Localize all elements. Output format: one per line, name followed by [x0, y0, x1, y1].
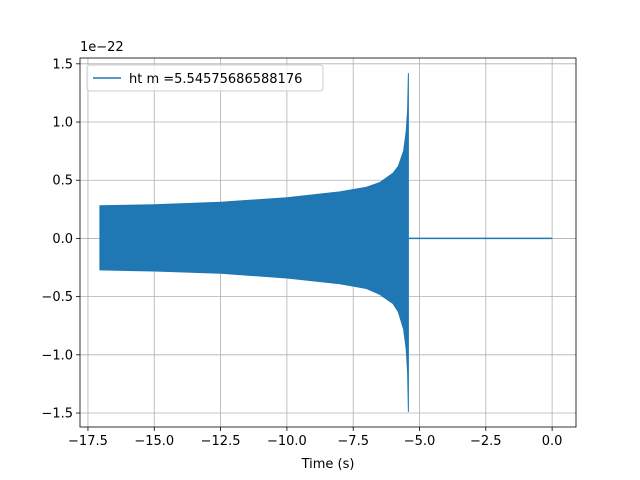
legend-label: ht m =5.54575686588176 — [129, 72, 302, 87]
x-tick-label: −7.5 — [337, 434, 369, 449]
x-axis-label: Time (s) — [301, 457, 355, 472]
y-axis: −1.5 −1.0 −0.5 0.0 0.5 1.0 1.5 — [41, 57, 80, 422]
legend[interactable]: ht m =5.54575686588176 — [86, 64, 324, 92]
y-tick-label: −1.5 — [41, 407, 73, 422]
legend-box — [86, 64, 324, 92]
x-axis: −17.5 −15.0 −12.5 −10.0 −7.5 −5.0 −2.5 0.0 — [68, 427, 562, 449]
x-tick-label: 0.0 — [542, 434, 563, 449]
x-tick-label: −2.5 — [470, 434, 502, 449]
y-tick-label: −0.5 — [41, 290, 73, 305]
y-tick-label: 0.5 — [52, 174, 73, 189]
x-tick-label: −5.0 — [404, 434, 436, 449]
y-tick-label: 1.0 — [52, 116, 73, 131]
waveform-envelope — [99, 73, 409, 412]
y-tick-label: 1.5 — [52, 57, 73, 72]
x-tick-label: −12.5 — [201, 434, 241, 449]
x-tick-label: −15.0 — [134, 434, 174, 449]
y-offset-label: 1e−22 — [80, 40, 124, 55]
y-tick-label: −1.0 — [41, 348, 73, 363]
y-tick-label: 0.0 — [52, 232, 73, 247]
plot-frame — [79, 57, 577, 428]
series-layer — [99, 73, 553, 412]
x-tick-label: −17.5 — [68, 434, 108, 449]
x-tick-label: −10.0 — [267, 434, 307, 449]
